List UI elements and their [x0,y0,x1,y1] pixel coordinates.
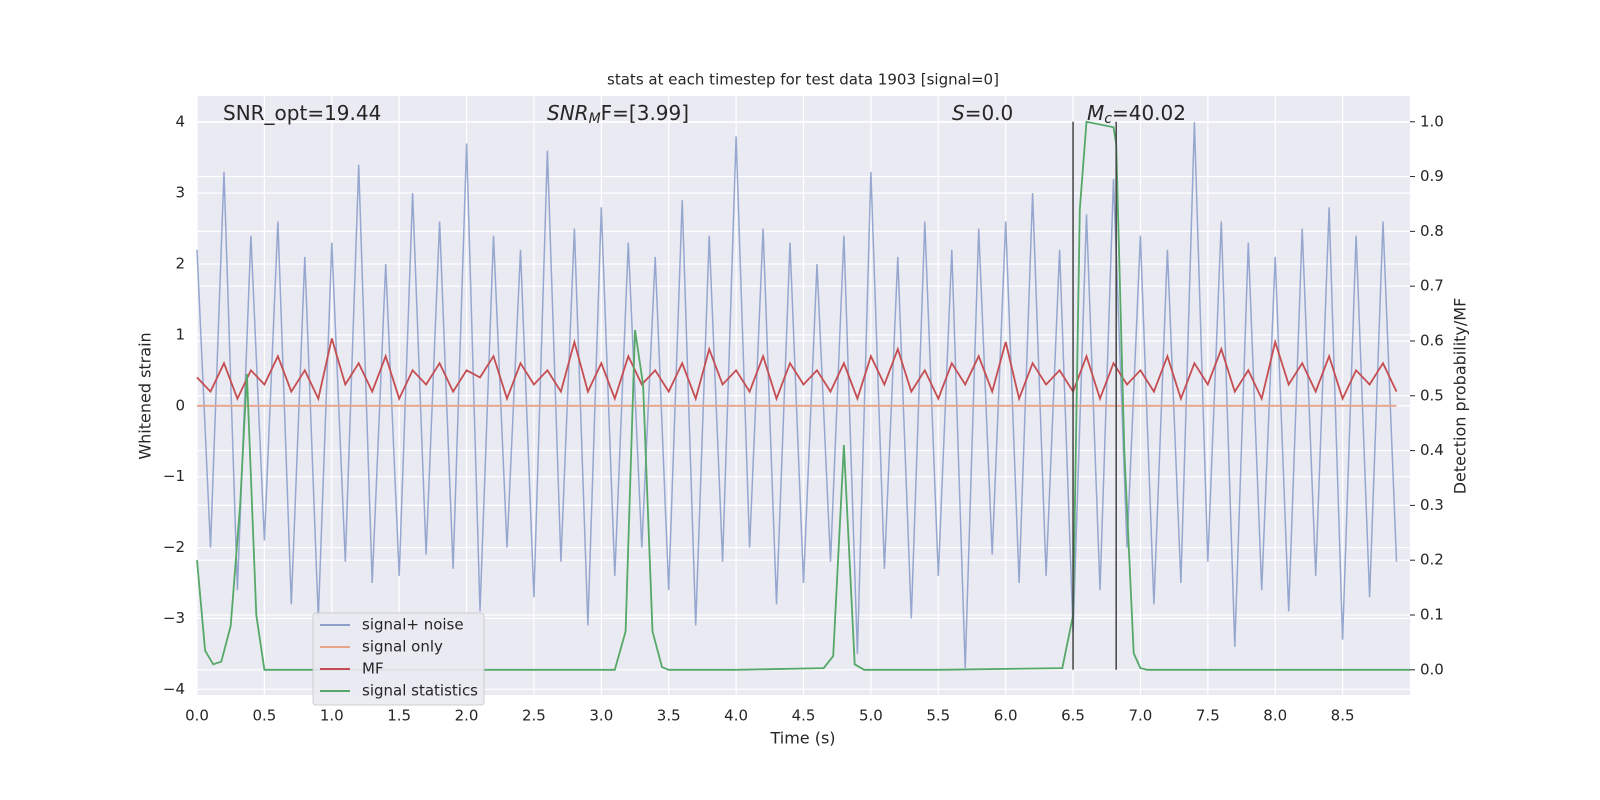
y2-tick-label: 0.0 [1420,660,1444,678]
x-tick-label: 7.5 [1196,707,1220,725]
legend-label: signal statistics [362,682,478,700]
y2-tick-label: 0.6 [1420,331,1444,349]
y-tick-label: −4 [163,680,185,698]
legend-box [312,612,485,706]
y2-tick-label: 0.2 [1420,551,1444,569]
legend-label: signal+ noise [362,616,464,634]
y2-tick-label: 0.4 [1420,441,1444,459]
annotation: S=0.0 [952,101,1013,125]
annotation-part: SNR [547,101,589,125]
x-tick-label: 1.0 [320,707,344,725]
y-tick-label: 1 [175,325,185,343]
y2-tick-label: 0.1 [1420,605,1444,623]
x-tick-label: 3.0 [589,707,613,725]
x-tick-label: 4.0 [724,707,748,725]
annotation-part: M [1087,101,1104,125]
annotation: Mc=40.02 [1087,101,1186,128]
grid [196,96,1410,695]
y-tick-label: 0 [175,396,185,414]
y2-tick-label: 0.5 [1420,386,1444,404]
y-tick-label: −1 [163,467,185,485]
annotation-part: S [952,101,965,125]
y-axis-label: Whitened strain [136,332,155,459]
x-tick-label: 2.5 [522,707,546,725]
annotation-part: =40.02 [1112,101,1186,125]
series-line [196,338,1398,402]
y-tick-label: 3 [175,184,185,202]
x-tick-label: 6.0 [994,707,1018,725]
y-tick-label: −2 [163,538,185,556]
x-tick-label: 7.0 [1129,707,1153,725]
chart-title: stats at each timestep for test data 190… [607,71,999,89]
x-tick-label: 5.5 [926,707,950,725]
annotation-part: M [589,111,601,127]
annotation-part: F=[3.99] [601,101,689,125]
plot [196,120,1410,671]
series-line [196,120,1410,671]
y2-tick-label: 1.0 [1420,112,1444,130]
x-tick-label: 3.5 [657,707,681,725]
y2-tick-label: 0.3 [1420,496,1444,514]
y-tick-label: −3 [163,609,185,627]
series-line [196,122,1398,669]
x-tick-label: 1.5 [387,707,411,725]
x-tick-label: 5.0 [859,707,883,725]
y-tick-label: 4 [175,113,185,131]
annotation: SNR_opt=19.44 [223,101,381,125]
x-tick-label: 0.5 [252,707,276,725]
y2-tick-label: 0.9 [1420,167,1444,185]
legend: signal+ noise signal only MF signal statist… [312,612,485,706]
legend-label: MF [362,660,384,678]
x-axis-label: Time (s) [769,729,835,748]
x-tick-label: 8.0 [1263,707,1287,725]
annotation-part: c [1104,111,1112,127]
y2-axis-label: Detection probability/MF [1451,298,1470,495]
legend-label: signal only [362,638,443,656]
annotation: SNRMF=[3.99] [547,101,689,128]
x-tick-label: 6.5 [1061,707,1085,725]
y2-tick-label: 0.8 [1420,222,1444,240]
x-tick-label: 4.5 [792,707,816,725]
x-tick-label: 8.5 [1331,707,1355,725]
y-tick-label: 2 [175,255,185,273]
annotation-part: SNR_opt=19.44 [223,101,381,125]
annotation-part: =0.0 [965,101,1014,125]
y2-tick-label: 0.7 [1420,277,1444,295]
x-tick-label: 2.0 [455,707,479,725]
x-tick-label: 0.0 [185,707,209,725]
